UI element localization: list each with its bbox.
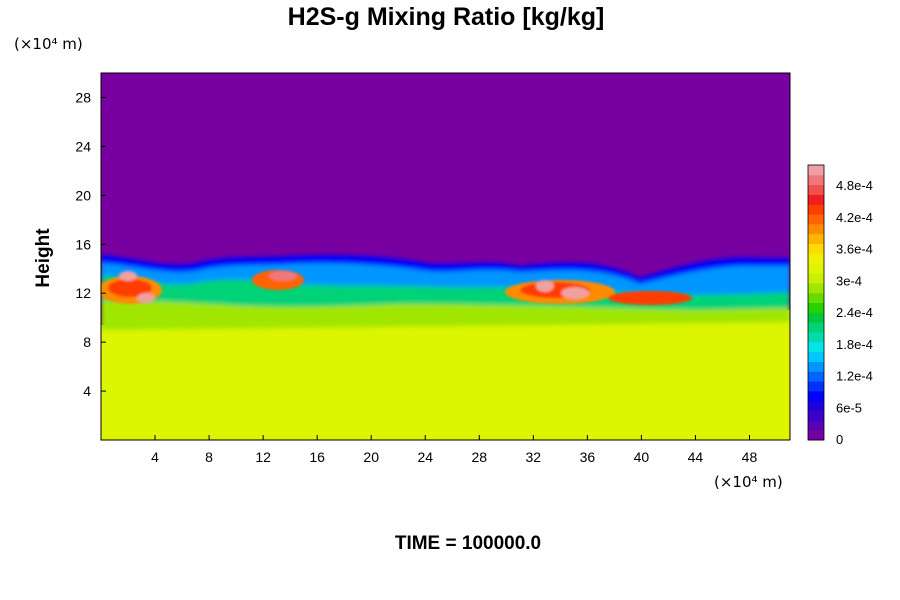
colorbar-swatch (808, 174, 824, 186)
colorbar-swatch (808, 302, 824, 313)
colorbar-swatch (808, 292, 824, 303)
colorbar-swatch (808, 381, 824, 392)
x-tick-label: 8 (205, 449, 213, 465)
x-tick-label: 48 (742, 449, 758, 465)
colorbar-swatch (808, 243, 824, 254)
x-tick-label: 36 (580, 449, 596, 465)
colorbar-swatch (808, 331, 824, 343)
chart-title: H2S-g Mixing Ratio [kg/kg] (288, 3, 605, 31)
y-axis-label: Height (33, 228, 54, 288)
y-tick-label: 20 (75, 187, 91, 203)
colorbar-swatch (808, 282, 824, 294)
y-tick-label: 16 (75, 236, 91, 252)
colorbar-tick-label: 1.8e-4 (836, 337, 873, 352)
colorbar-swatch (808, 263, 824, 274)
colorbar-swatch (808, 204, 824, 215)
x-axis-ticks: 4 8 12 16 20 24 28 32 36 40 44 48 (151, 435, 757, 465)
hotspots (101, 270, 692, 305)
y-axis-ticks: 4 8 12 16 20 24 28 (75, 89, 106, 399)
x-tick-label: 40 (634, 449, 650, 465)
plot-frame (100, 72, 791, 441)
x-tick-label: 24 (417, 449, 433, 465)
x-tick-label: 4 (151, 449, 159, 465)
x-tick-label: 12 (255, 449, 271, 465)
colorbar-swatch (808, 430, 824, 441)
colorbar-swatch (808, 420, 824, 431)
colorbar-swatch (808, 233, 824, 245)
x-unit-label: (×10⁴ m) (714, 473, 783, 491)
y-tick-label: 8 (83, 334, 91, 350)
colorbar-swatch (808, 214, 824, 225)
y-tick-label: 24 (75, 138, 91, 154)
colorbar-swatch (808, 253, 824, 264)
x-tick-label: 32 (526, 449, 542, 465)
colorbar-tick-label: 1.2e-4 (836, 369, 873, 384)
colorbar-tick-label: 6e-5 (836, 400, 862, 415)
colorbar-swatch (808, 322, 824, 333)
colorbar-swatch (808, 223, 824, 235)
y-tick-label: 12 (75, 285, 91, 301)
colorbar-tick-label: 3e-4 (836, 273, 862, 288)
colorbar-frame (807, 164, 825, 441)
colorbar-swatch (808, 273, 824, 284)
colorbar-swatch (808, 312, 824, 323)
lower-layer-region (101, 309, 790, 440)
colorbar-swatch (808, 400, 824, 412)
mixing-layer (101, 255, 790, 330)
colorbar (807, 164, 825, 441)
x-tick-label: 44 (688, 449, 704, 465)
colorbar-swatch (808, 351, 824, 362)
colorbar-tick-label: 4.8e-4 (836, 178, 873, 193)
x-tick-label: 20 (363, 449, 379, 465)
colorbar-swatch (808, 194, 824, 205)
colorbar-ticks: 0 6e-5 1.2e-4 1.8e-4 2.4e-4 3e-4 3.6e-4 4.2e-4 4… (836, 178, 873, 447)
colorbar-swatch (808, 361, 824, 372)
colorbar-tick-label: 2.4e-4 (836, 305, 873, 320)
colorbar-tick-label: 0 (836, 432, 843, 447)
colorbar-swatch (808, 184, 824, 195)
time-label: TIME = 100000.0 (395, 533, 541, 554)
colorbar-swatch (808, 371, 824, 382)
colorbar-swatch (808, 341, 824, 353)
plot-area (101, 73, 790, 440)
x-tick-label: 16 (309, 449, 325, 465)
y-unit-label: (×10⁴ m) (14, 35, 83, 53)
y-tick-label: 4 (83, 383, 91, 399)
y-tick-label: 28 (75, 89, 91, 105)
colorbar-swatch (808, 390, 824, 402)
colorbar-swatch (808, 165, 824, 176)
x-tick-label: 28 (471, 449, 487, 465)
colorbar-swatch (808, 410, 824, 421)
colorbar-tick-label: 3.6e-4 (836, 242, 873, 257)
colorbar-tick-label: 4.2e-4 (836, 210, 873, 225)
